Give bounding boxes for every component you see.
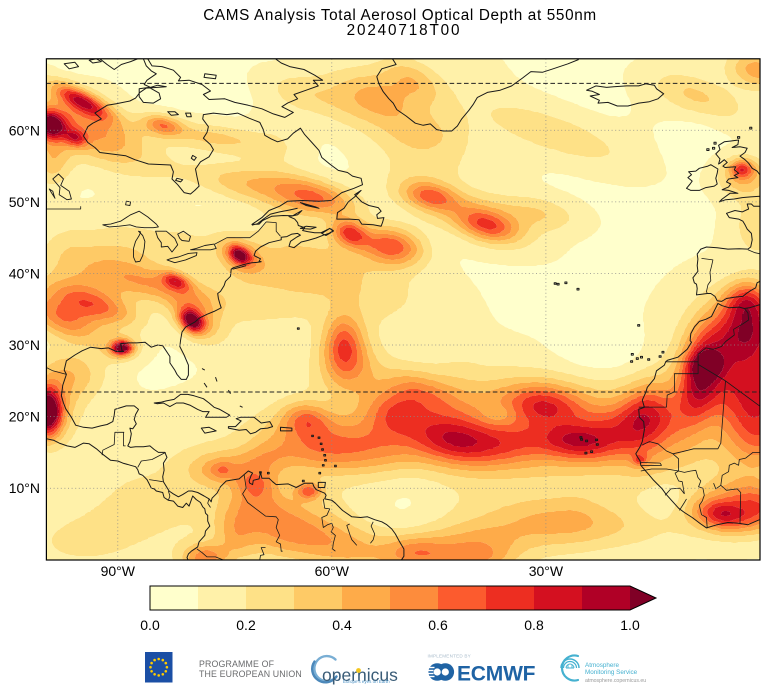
svg-text:PROGRAMME OF: PROGRAMME OF <box>199 659 275 669</box>
svg-text:Monitoring Service: Monitoring Service <box>585 669 638 676</box>
svg-text:Atmosphere: Atmosphere <box>585 662 619 669</box>
svg-text:90°W: 90°W <box>101 563 136 579</box>
svg-text:atmosphere.copernicus.eu: atmosphere.copernicus.eu <box>585 678 646 684</box>
svg-text:10°N: 10°N <box>9 480 40 496</box>
svg-text:Europe's eyes on Earth: Europe's eyes on Earth <box>343 679 390 684</box>
svg-text:20240718T00: 20240718T00 <box>347 22 462 39</box>
svg-text:0.4: 0.4 <box>332 617 352 633</box>
svg-text:ECMWF: ECMWF <box>457 663 536 686</box>
svg-text:IMPLEMENTED BY: IMPLEMENTED BY <box>428 654 471 659</box>
svg-text:50°N: 50°N <box>9 194 40 210</box>
svg-text:CAMS Analysis Total Aerosol Op: CAMS Analysis Total Aerosol Optical Dept… <box>203 7 597 24</box>
svg-text:0.2: 0.2 <box>236 617 256 633</box>
svg-text:1.0: 1.0 <box>620 617 640 633</box>
svg-text:30°W: 30°W <box>529 563 564 579</box>
svg-text:60°W: 60°W <box>315 563 350 579</box>
svg-text:opernicus: opernicus <box>322 665 398 685</box>
svg-text:0.6: 0.6 <box>428 617 448 633</box>
svg-text:THE EUROPEAN UNION: THE EUROPEAN UNION <box>199 669 302 679</box>
svg-text:30°N: 30°N <box>9 337 40 353</box>
svg-text:60°N: 60°N <box>9 122 40 138</box>
svg-text:20°N: 20°N <box>9 409 40 425</box>
svg-text:40°N: 40°N <box>9 266 40 282</box>
svg-text:0.8: 0.8 <box>524 617 544 633</box>
svg-text:0.0: 0.0 <box>140 617 160 633</box>
